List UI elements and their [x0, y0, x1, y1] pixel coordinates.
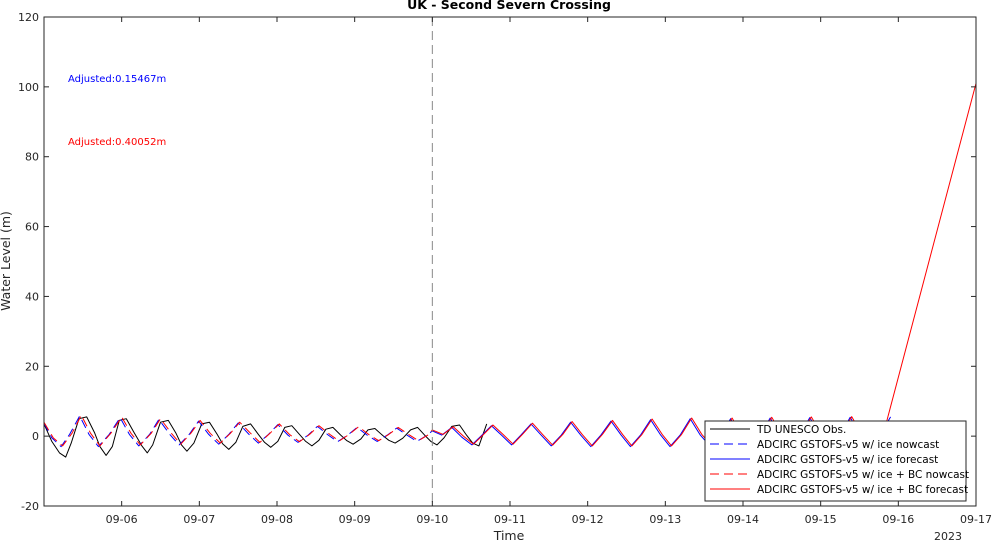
- chart-title: UK - Second Severn Crossing: [407, 0, 611, 12]
- x-axis-year-label: 2023: [934, 530, 962, 541]
- x-tick-label: 09-08: [261, 513, 293, 526]
- legend-label-5: ADCIRC GSTOFS-v5 w/ ice + BC forecast: [757, 484, 968, 496]
- x-tick-label: 09-10: [416, 513, 448, 526]
- x-tick-label: 09-09: [339, 513, 371, 526]
- series-line-1: [43, 416, 488, 458]
- y-tick-label: 80: [25, 151, 39, 164]
- series-line-2: [43, 415, 433, 448]
- y-tick-label: 20: [25, 360, 39, 373]
- series-layer: [43, 83, 977, 458]
- series-line-5: [432, 83, 977, 447]
- y-tick-label: 120: [18, 11, 39, 24]
- x-tick-label: 09-17: [960, 513, 992, 526]
- x-tick-label: 09-12: [572, 513, 604, 526]
- x-tick-label: 09-14: [727, 513, 759, 526]
- x-tick-label: 09-11: [494, 513, 526, 526]
- legend-label-3: ADCIRC GSTOFS-v5 w/ ice forecast: [757, 454, 938, 466]
- legend-label-4: ADCIRC GSTOFS-v5 w/ ice + BC nowcast: [757, 469, 969, 481]
- adjusted-annotation-red: Adjusted:0.40052m: [68, 137, 166, 148]
- legend-label-1: TD UNESCO Obs.: [756, 424, 846, 436]
- series-line-4: [43, 414, 433, 447]
- legend-box: [704, 420, 967, 502]
- x-tick-label: 09-16: [882, 513, 914, 526]
- y-tick-label: 0: [32, 430, 39, 443]
- x-tick-label: 09-15: [805, 513, 837, 526]
- y-tick-label: 60: [25, 221, 39, 234]
- adjusted-annotation-blue: Adjusted:0.15467m: [68, 74, 166, 85]
- x-tick-label: 09-06: [106, 513, 138, 526]
- y-tick-label: 40: [25, 290, 39, 303]
- legend-label-2: ADCIRC GSTOFS-v5 w/ ice nowcast: [757, 439, 939, 451]
- y-tick-label: 100: [18, 81, 39, 94]
- y-axis-label: Water Level (m): [0, 211, 13, 311]
- x-tick-label: 09-13: [649, 513, 681, 526]
- axis-ticks: -20 0 20 40 60 80 100 120 09-06 09-07 09-08 09-09 09…: [18, 11, 992, 526]
- y-tick-label: -20: [21, 500, 39, 513]
- x-axis-label: Time: [493, 528, 525, 541]
- x-tick-label: 09-07: [183, 513, 215, 526]
- legend: TD UNESCO Obs. ADCIRC GSTOFS-v5 w/ ice no…: [704, 420, 969, 502]
